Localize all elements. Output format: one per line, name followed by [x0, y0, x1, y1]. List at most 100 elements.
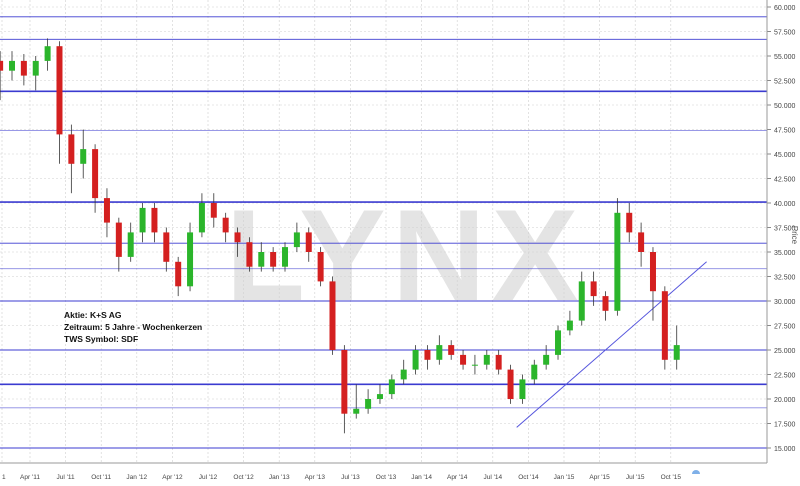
candle-body	[32, 60, 39, 76]
candle-body	[436, 345, 443, 360]
x-tick-label: Oct '15	[661, 474, 682, 481]
y-tick-label: 32.500	[774, 275, 796, 282]
trendline	[516, 261, 707, 428]
candle-body	[317, 252, 324, 282]
candle-body	[507, 369, 514, 399]
candle-body	[495, 354, 502, 370]
x-tick-label: Oct '14	[518, 474, 539, 481]
info-period: Zeitraum: 5 Jahre - Wochenkerzen	[64, 322, 203, 332]
candle-body	[448, 345, 455, 355]
y-axis-label: Price	[790, 226, 799, 245]
candle-body	[80, 149, 87, 164]
candle-body	[661, 291, 668, 360]
candle-body	[483, 354, 490, 365]
x-tick-label: Apr '14	[447, 474, 468, 481]
y-tick-label: 40.000	[774, 201, 796, 208]
candle-body	[555, 330, 562, 355]
x-tick-label: Jan '12	[126, 474, 147, 481]
candle-body	[531, 364, 538, 380]
y-tick-label: 50.000	[774, 103, 796, 110]
x-tick-label: Jul '11	[57, 474, 75, 481]
candle-body	[626, 212, 633, 233]
candle-body	[673, 345, 680, 360]
x-tick-label: Apr '15	[589, 474, 610, 481]
x-tick-label: Oct '12	[233, 474, 254, 481]
candle-body	[198, 203, 205, 233]
watermark: LYNX	[226, 182, 585, 328]
candle-body	[210, 203, 217, 218]
candle-body	[151, 207, 158, 233]
x-tick-label: Jan '14	[411, 474, 432, 481]
x-tick-label: Jul '13	[341, 474, 360, 481]
y-tick-label: 27.500	[774, 324, 796, 331]
candle-body	[365, 399, 372, 409]
x-tick-label: Jul '15	[626, 474, 645, 481]
candle-body	[424, 350, 431, 360]
x-tick-label: Oct '13	[376, 474, 397, 481]
candle-body	[329, 281, 336, 350]
candle-body	[175, 261, 182, 287]
x-tick-label: Jul '14	[484, 474, 503, 481]
info-box: Aktie: K+S AG Zeitraum: 5 Jahre - Wochen…	[64, 309, 202, 345]
x-tick-label: Jan '15	[554, 474, 575, 481]
y-tick-label: 20.000	[774, 397, 796, 404]
candle-body	[187, 232, 194, 287]
candle-body	[460, 354, 467, 365]
candle-body	[270, 252, 277, 267]
candle-body	[566, 320, 573, 331]
y-tick-label: 17.500	[774, 422, 796, 429]
y-tick-label: 25.000	[774, 348, 796, 355]
candle-body	[353, 408, 360, 414]
x-tick-label: Oct '11	[91, 474, 111, 481]
candle-body	[471, 364, 478, 366]
candle-body	[602, 296, 609, 311]
candle-body	[412, 350, 419, 370]
candle-body	[258, 252, 265, 267]
candle-body	[222, 217, 229, 233]
x-tick-label: Apr '13	[305, 474, 326, 481]
candle-body	[115, 222, 122, 257]
y-tick-label: 35.000	[774, 250, 796, 257]
candle-body	[376, 394, 383, 399]
y-tick-label: 52.500	[774, 79, 796, 86]
candle-body	[614, 212, 621, 311]
y-tick-label: 22.500	[774, 373, 796, 380]
x-tick-label: Apr '12	[162, 474, 183, 481]
candle-body	[246, 242, 253, 267]
candle-body	[44, 46, 51, 61]
candle-body	[638, 232, 645, 252]
y-tick-label: 45.000	[774, 152, 796, 159]
info-stock: Aktie: K+S AG	[64, 310, 122, 320]
candle-body	[92, 149, 99, 199]
scroll-marker-icon[interactable]	[692, 470, 700, 474]
candle-body	[127, 232, 134, 257]
y-tick-label: 30.000	[774, 299, 796, 306]
x-tick-label: 1	[2, 474, 6, 481]
y-tick-label: 42.500	[774, 177, 796, 184]
candle-body	[649, 252, 656, 292]
y-tick-label: 47.500	[774, 128, 796, 135]
candle-body	[578, 281, 585, 321]
y-tick-label: 60.000	[774, 5, 796, 12]
candle-body	[293, 232, 300, 248]
candle-body	[388, 379, 395, 395]
candle-body	[56, 46, 63, 135]
candle-body	[341, 350, 348, 414]
candle-body	[234, 232, 241, 243]
candle-body	[282, 247, 289, 267]
y-tick-label: 55.000	[774, 54, 796, 61]
candle-body	[163, 232, 170, 262]
info-symbol: TWS Symbol: SDF	[64, 334, 139, 344]
candle-body	[0, 60, 4, 71]
candle-body	[139, 207, 146, 233]
x-tick-label: Jan '13	[269, 474, 290, 481]
candle-body	[68, 134, 75, 164]
candle-body	[543, 354, 550, 365]
y-tick-label: 37.500	[774, 226, 796, 233]
candle-body	[20, 60, 27, 76]
x-tick-label: Jul '12	[199, 474, 218, 481]
candle-body	[400, 369, 407, 380]
y-tick-label: 57.500	[774, 30, 796, 37]
candle-body	[9, 60, 15, 71]
